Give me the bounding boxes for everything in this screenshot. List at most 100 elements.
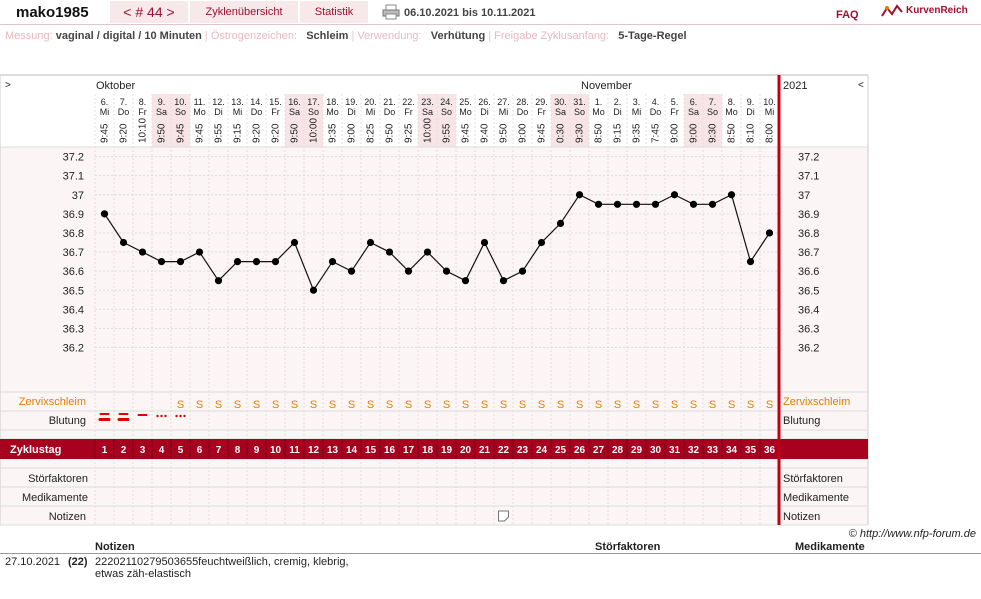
date-label: 9. [158, 97, 166, 107]
tab-cycle-overview[interactable]: Zyklenübersicht [190, 1, 298, 23]
y-tick-label-right: 36.9 [798, 209, 819, 221]
cervix-mark: S [177, 399, 184, 411]
temperature-point [309, 286, 318, 294]
cervix-mark: S [424, 399, 431, 411]
weekday-label: Mo [592, 107, 605, 117]
cycle-day-number: 30 [650, 445, 662, 456]
logo-text[interactable]: KurvenReich [906, 5, 968, 16]
measurement-time: 9:20 [252, 123, 263, 143]
cycle-day-number: 9 [254, 445, 260, 456]
bleeding-spotting-dot [175, 414, 178, 418]
cycle-navigation[interactable]: < # 44 > [110, 1, 188, 23]
note-icon[interactable] [498, 510, 509, 522]
faq-link[interactable]: FAQ [836, 9, 859, 21]
weekday-label: Do [517, 107, 529, 117]
temperature-point [746, 258, 755, 266]
bleeding-label-right: Blutung [783, 415, 820, 427]
bleeding-spotting-dot [156, 414, 159, 418]
weekend-shade [570, 94, 589, 147]
weekend-shade [152, 94, 171, 147]
weekday-label: Di [480, 107, 489, 117]
temperature-point [480, 238, 489, 247]
date-label: 28. [516, 97, 529, 107]
measurement-time: 9:45 [195, 123, 206, 143]
y-tick-label-left: 37.2 [63, 152, 84, 164]
temperature-point [537, 238, 546, 247]
cycle-day-number: 20 [460, 445, 472, 456]
weekday-label: So [574, 107, 585, 117]
cycle-day-number: 12 [308, 445, 320, 456]
weekday-label: Di [613, 107, 622, 117]
date-label: 29. [535, 97, 548, 107]
bleeding-strong-mark [117, 418, 130, 421]
kurvenreich-logo-icon[interactable] [880, 2, 904, 20]
weekday-label: Sa [688, 107, 699, 117]
temperature-point [556, 219, 565, 227]
cervix-mark: S [272, 399, 279, 411]
temperature-point [385, 248, 394, 256]
temperature-point [233, 258, 242, 266]
weekend-shade [418, 94, 437, 147]
weekend-shade [304, 94, 323, 147]
oestrogen-label: Östrogenzeichen: [210, 30, 298, 42]
temperature-point [195, 248, 204, 256]
weekday-label: Fr [404, 107, 413, 117]
temperature-point [689, 200, 698, 208]
cervix-mark: S [500, 399, 507, 411]
temperature-point [708, 200, 717, 208]
cervix-mark: S [557, 399, 564, 411]
date-label: 2. [614, 97, 622, 107]
printer-icon[interactable] [382, 4, 400, 20]
tab-statistics[interactable]: Statistik [300, 1, 368, 23]
weekday-label: Mi [233, 107, 243, 117]
note-text-line1: 22202110279503655feuchtweißlich, cremig,… [95, 556, 349, 568]
y-tick-label-right: 36.2 [798, 343, 819, 355]
date-label: 10. [763, 97, 776, 107]
y-tick-label-left: 36.3 [63, 323, 84, 335]
cervix-mark: S [348, 399, 355, 411]
freigabe-value: 5-Tage-Regel [618, 30, 687, 42]
cycle-day-bar [0, 439, 868, 459]
weekday-label: Sa [289, 107, 300, 117]
cycle-day-number: 10 [270, 445, 282, 456]
cycle-day-number: 5 [178, 445, 184, 456]
temperature-point [613, 200, 622, 208]
weekday-label: Do [650, 107, 662, 117]
cycle-day-number: 22 [498, 445, 510, 456]
messung-value: vaginal / digital / 10 Minuten [55, 30, 202, 42]
verwendung-value: Verhütung [430, 30, 486, 42]
oestrogen-value: Schleim [306, 30, 349, 42]
cycle-day-number: 26 [574, 445, 586, 456]
month-label-november: November [581, 80, 632, 92]
y-tick-label-left: 36.9 [63, 209, 84, 221]
cervix-mark: S [766, 399, 773, 411]
temperature-point [328, 258, 337, 266]
notes-header-notizen: Notizen [95, 541, 135, 553]
temperature-point [442, 267, 451, 275]
weekend-shade [437, 94, 456, 147]
measurement-time: 9:00 [518, 123, 529, 143]
y-tick-label-right: 36.3 [798, 323, 819, 335]
cycle-day-number: 7 [216, 445, 222, 456]
date-label: 6. [101, 97, 109, 107]
cycle-day-number: 16 [384, 445, 396, 456]
weekday-label: Di [214, 107, 223, 117]
cervix-mark: S [633, 399, 640, 411]
stoerfaktoren-label-left: Störfaktoren [28, 473, 88, 485]
date-label: 13. [231, 97, 244, 107]
weekday-label: Mi [366, 107, 376, 117]
date-label: 5. [671, 97, 679, 107]
cycle-day-number: 32 [688, 445, 700, 456]
cervix-mark: S [709, 399, 716, 411]
medikamente-label-right: Medikamente [783, 492, 849, 504]
date-label: 3. [633, 97, 641, 107]
scroll-left-control: > [5, 80, 11, 91]
notes-header-stoerfaktoren: Störfaktoren [595, 541, 661, 553]
date-label: 10. [174, 97, 187, 107]
measurement-time: 9:35 [632, 123, 643, 143]
date-range: 06.10.2021 bis 10.11.2021 [404, 7, 536, 19]
cycle-day-number: 31 [669, 445, 681, 456]
measurement-time: 9:15 [613, 123, 624, 143]
weekend-shade [684, 94, 703, 147]
cervix-mark: S [519, 399, 526, 411]
